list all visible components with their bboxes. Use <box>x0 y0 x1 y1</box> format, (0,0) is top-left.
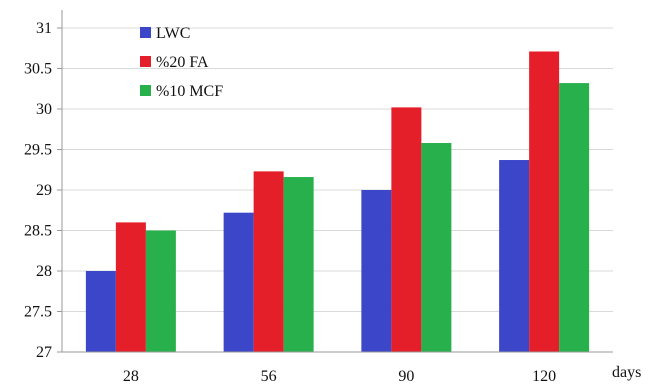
bars <box>85 51 590 353</box>
legend-label: %10 MCF <box>156 83 223 100</box>
y-tick-label: 29 <box>36 182 52 199</box>
x-tick-label: 56 <box>261 368 277 385</box>
y-tick-label: 28 <box>36 263 52 280</box>
bar-10mcf-90 <box>421 143 452 352</box>
bar-20fa-56 <box>253 171 284 352</box>
x-tick-label: 90 <box>398 368 414 385</box>
bar-lwc-56 <box>223 212 254 352</box>
y-tick-label: 31 <box>36 20 52 37</box>
bar-lwc-120 <box>499 160 530 352</box>
x-axis-label: days <box>612 364 641 381</box>
bar-10mcf-56 <box>283 177 314 352</box>
legend-swatch <box>140 56 151 67</box>
y-tick-label: 30.5 <box>24 61 52 78</box>
legend: LWC %20 FA %10 MCF <box>140 25 223 100</box>
legend-swatch <box>140 27 151 38</box>
legend-swatch <box>140 85 151 96</box>
x-tick-label: 28 <box>123 368 139 385</box>
bar-10mcf-120 <box>559 83 590 352</box>
legend-label: %20 FA <box>156 54 209 71</box>
legend-label: LWC <box>156 25 190 42</box>
x-tick-label: 120 <box>532 368 556 385</box>
bar-10mcf-28 <box>145 230 176 352</box>
y-tick-label: 27.5 <box>24 304 52 321</box>
bar-20fa-90 <box>391 107 422 352</box>
bar-20fa-120 <box>529 51 560 353</box>
y-tick-label: 27 <box>36 344 52 361</box>
x-tick-labels: 28 56 90 120 <box>123 368 556 385</box>
y-tick-label: 30 <box>36 101 52 118</box>
axes <box>61 10 613 353</box>
y-tick-label: 29.5 <box>24 142 52 159</box>
bar-lwc-90 <box>361 190 392 352</box>
bar-20fa-28 <box>115 222 146 352</box>
y-tick-label: 28.5 <box>24 223 52 240</box>
y-tick-labels: 27 27.5 28 28.5 29 29.5 30 30.5 31 <box>24 20 52 361</box>
bar-lwc-28 <box>85 271 116 352</box>
